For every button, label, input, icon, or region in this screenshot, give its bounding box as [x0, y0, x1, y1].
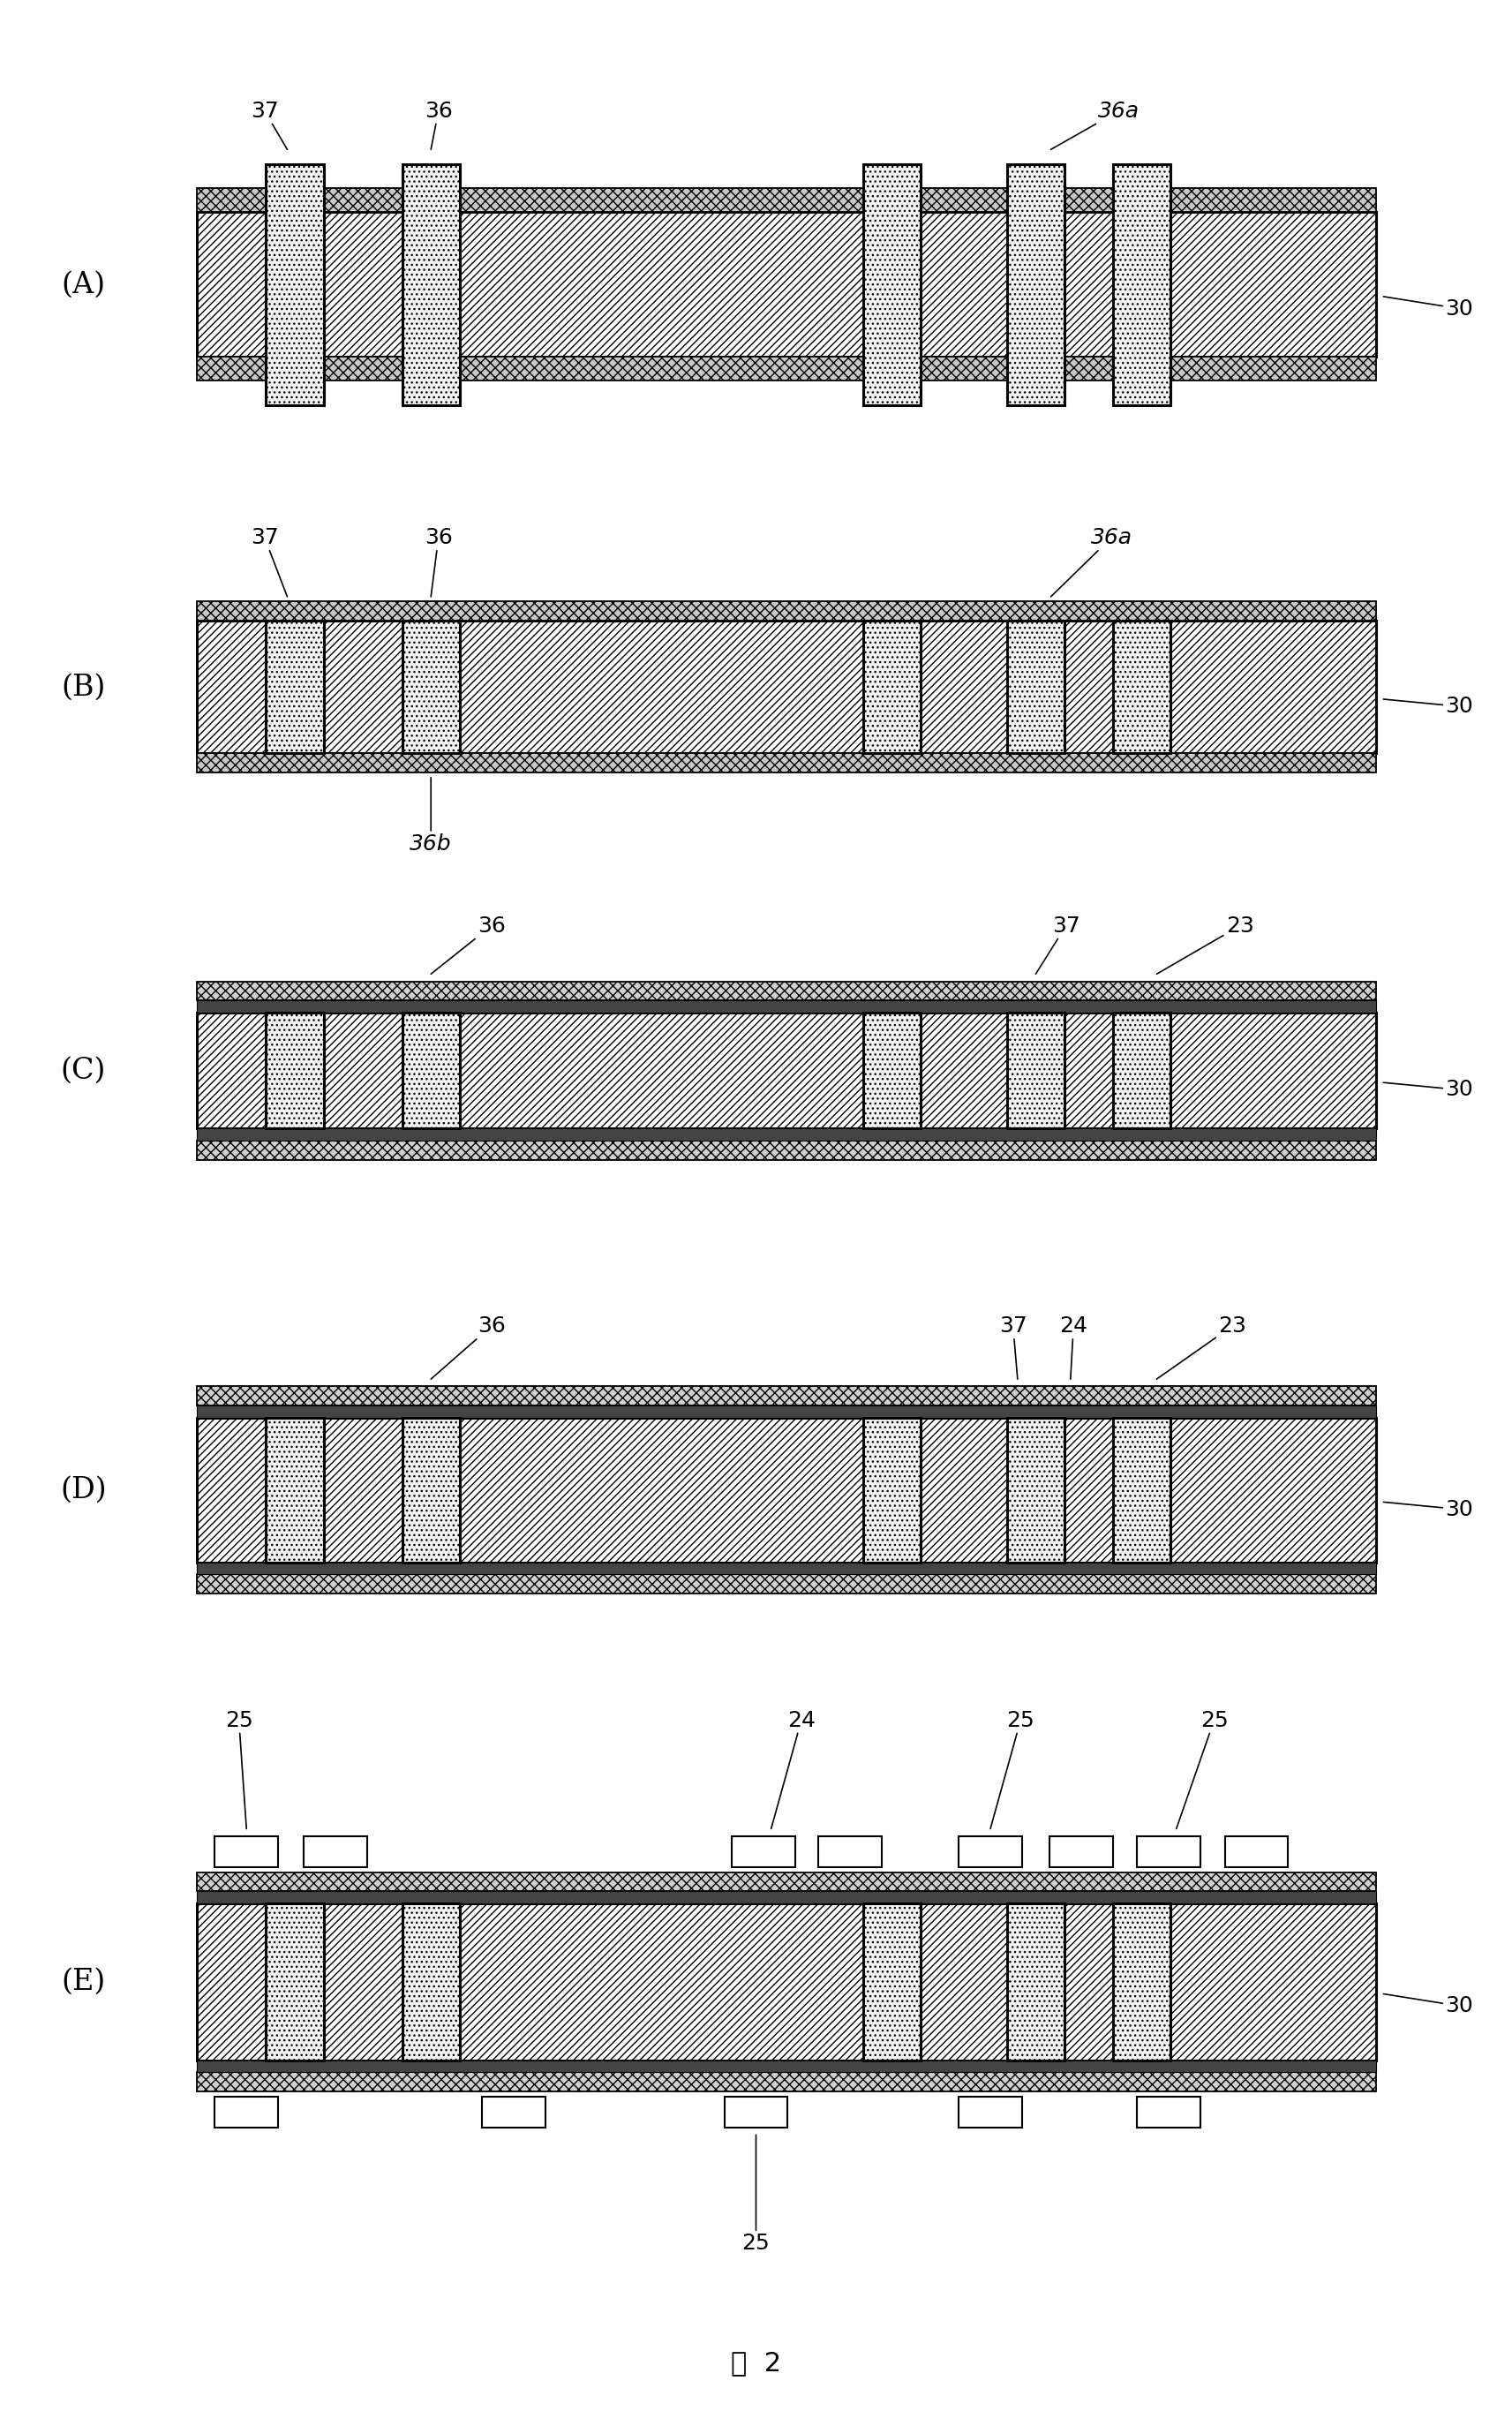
Bar — [197, 1386, 1376, 1406]
Bar — [197, 188, 1376, 212]
Bar — [197, 1418, 1376, 1562]
Bar — [1007, 1013, 1064, 1128]
Text: 24: 24 — [1060, 1316, 1087, 1379]
Bar — [197, 1001, 1376, 1013]
Text: 36: 36 — [425, 528, 452, 596]
Bar — [197, 981, 1376, 1001]
Bar — [1137, 1837, 1201, 1866]
Bar — [197, 357, 1376, 381]
Bar — [402, 620, 460, 752]
Text: 30: 30 — [1383, 697, 1473, 716]
Text: 24: 24 — [771, 1709, 815, 1828]
Text: 36: 36 — [431, 916, 505, 974]
Text: 23: 23 — [1157, 1316, 1246, 1379]
Bar — [402, 164, 460, 405]
Bar — [863, 164, 921, 405]
Bar — [1007, 1418, 1064, 1562]
Bar — [1225, 1837, 1288, 1866]
Bar — [266, 620, 324, 752]
Bar — [863, 1418, 921, 1562]
Text: 图  2: 图 2 — [730, 2351, 782, 2375]
Bar — [197, 1905, 1376, 2059]
Text: 36: 36 — [425, 101, 452, 149]
Bar — [266, 1418, 324, 1562]
Bar — [215, 1837, 278, 1866]
Bar — [197, 1128, 1376, 1140]
Text: 36a: 36a — [1051, 528, 1132, 596]
Bar — [197, 620, 1376, 752]
Text: 37: 37 — [251, 101, 287, 149]
Bar — [1113, 1905, 1170, 2059]
Bar — [1113, 1013, 1170, 1128]
Bar — [197, 212, 1376, 357]
Text: 30: 30 — [1383, 1994, 1473, 2016]
Text: 36a: 36a — [1051, 101, 1140, 149]
Bar — [818, 1837, 881, 1866]
Bar — [197, 1871, 1376, 1890]
Bar — [1007, 1905, 1064, 2059]
Bar — [1137, 2098, 1201, 2129]
Text: (B): (B) — [60, 673, 106, 702]
Bar — [863, 1905, 921, 2059]
Text: 25: 25 — [225, 1709, 253, 1828]
Text: 23: 23 — [1157, 916, 1253, 974]
Bar — [197, 1013, 1376, 1128]
Bar — [266, 1013, 324, 1128]
Bar — [1049, 1837, 1113, 1866]
Text: 25: 25 — [1176, 1709, 1228, 1828]
Bar — [197, 1140, 1376, 1160]
Bar — [197, 600, 1376, 620]
Bar — [863, 620, 921, 752]
Text: 37: 37 — [1036, 916, 1080, 974]
Text: 36: 36 — [431, 1316, 505, 1379]
Bar — [1113, 620, 1170, 752]
Bar — [197, 2073, 1376, 2093]
Bar — [197, 1574, 1376, 1594]
Bar — [402, 1013, 460, 1128]
Bar — [197, 752, 1376, 772]
Text: 37: 37 — [251, 528, 287, 596]
Text: 36b: 36b — [410, 776, 452, 853]
Bar — [959, 1837, 1022, 1866]
Bar — [266, 1905, 324, 2059]
Text: (D): (D) — [60, 1476, 106, 1504]
Bar — [863, 1013, 921, 1128]
Text: (A): (A) — [60, 270, 106, 299]
Bar — [197, 2059, 1376, 2073]
Bar — [197, 1890, 1376, 1905]
Text: 30: 30 — [1383, 1080, 1473, 1099]
Bar — [732, 1837, 795, 1866]
Bar — [402, 1905, 460, 2059]
Bar — [1113, 164, 1170, 405]
Bar — [1007, 620, 1064, 752]
Bar — [304, 1837, 367, 1866]
Bar — [215, 2098, 278, 2129]
Bar — [724, 2098, 788, 2129]
Bar — [197, 1562, 1376, 1574]
Text: 37: 37 — [999, 1316, 1027, 1379]
Bar — [197, 1406, 1376, 1418]
Bar — [1113, 1418, 1170, 1562]
Bar — [266, 164, 324, 405]
Text: 25: 25 — [990, 1709, 1034, 1828]
Text: 30: 30 — [1383, 1500, 1473, 1519]
Text: (C): (C) — [60, 1056, 106, 1085]
Bar — [1007, 164, 1064, 405]
Text: 25: 25 — [742, 2136, 770, 2254]
Bar — [959, 2098, 1022, 2129]
Bar — [482, 2098, 546, 2129]
Bar — [402, 1418, 460, 1562]
Text: (E): (E) — [60, 1967, 106, 1996]
Text: 30: 30 — [1383, 297, 1473, 318]
